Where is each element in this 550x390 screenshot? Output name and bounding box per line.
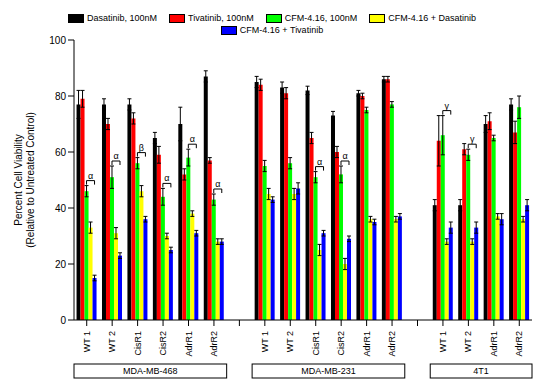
svg-text:α: α xyxy=(190,134,195,144)
html-text:CFM-4.16 + Dasatinib: CFM-4.16 + Dasatinib xyxy=(388,13,476,23)
svg-text:β: β xyxy=(139,143,144,153)
svg-text:α: α xyxy=(164,173,169,183)
svg-text:γ: γ xyxy=(470,134,475,144)
svg-text:20: 20 xyxy=(55,259,67,270)
html-text:Dasatinib, 100nM: Dasatinib, 100nM xyxy=(87,13,157,23)
svg-text:γ: γ xyxy=(445,101,450,111)
svg-text:α: α xyxy=(113,151,118,161)
svg-text:AdrR1: AdrR1 xyxy=(489,331,499,357)
svg-text:AdrR1: AdrR1 xyxy=(184,331,194,357)
svg-text:AdrR2: AdrR2 xyxy=(209,331,219,357)
svg-text:AdrR2: AdrR2 xyxy=(387,331,397,357)
svg-text:α: α xyxy=(215,179,220,189)
svg-text:α: α xyxy=(88,171,93,181)
svg-text:4T1: 4T1 xyxy=(473,366,489,376)
html-text:CFM-4.16 + Tivatinib: CFM-4.16 + Tivatinib xyxy=(239,25,324,35)
svg-text:40: 40 xyxy=(55,203,67,214)
svg-text:CisR2: CisR2 xyxy=(336,331,346,356)
svg-text:WT 1: WT 1 xyxy=(438,331,448,352)
svg-text:0: 0 xyxy=(60,315,66,326)
svg-text:WT 1: WT 1 xyxy=(82,331,92,352)
svg-text:AdrR2: AdrR2 xyxy=(514,331,524,357)
html-text:CFM-4.16, 100nM: CFM-4.16, 100nM xyxy=(284,13,358,23)
svg-text:WT 2: WT 2 xyxy=(285,331,295,352)
svg-text:80: 80 xyxy=(55,91,67,102)
svg-text:MDA-MB-231: MDA-MB-231 xyxy=(301,366,356,376)
svg-text:α: α xyxy=(342,151,347,161)
svg-text:CisR1: CisR1 xyxy=(311,331,321,356)
svg-text:WT 1: WT 1 xyxy=(260,331,270,352)
svg-text:CisR1: CisR1 xyxy=(133,331,143,356)
svg-text:AdrR1: AdrR1 xyxy=(362,331,372,357)
svg-text:60: 60 xyxy=(55,147,67,158)
svg-text:WT 2: WT 2 xyxy=(463,331,473,352)
svg-text:MDA-MB-468: MDA-MB-468 xyxy=(123,366,178,376)
svg-text:α: α xyxy=(317,157,322,167)
svg-text:100: 100 xyxy=(49,35,66,46)
svg-text:CisR2: CisR2 xyxy=(158,331,168,356)
svg-text:WT 2: WT 2 xyxy=(107,331,117,352)
svg-text:Percent Cell Viability(Relativ: Percent Cell Viability(Relative to Untre… xyxy=(13,112,36,248)
html-text:Tivatinib, 100nM: Tivatinib, 100nM xyxy=(188,13,254,23)
